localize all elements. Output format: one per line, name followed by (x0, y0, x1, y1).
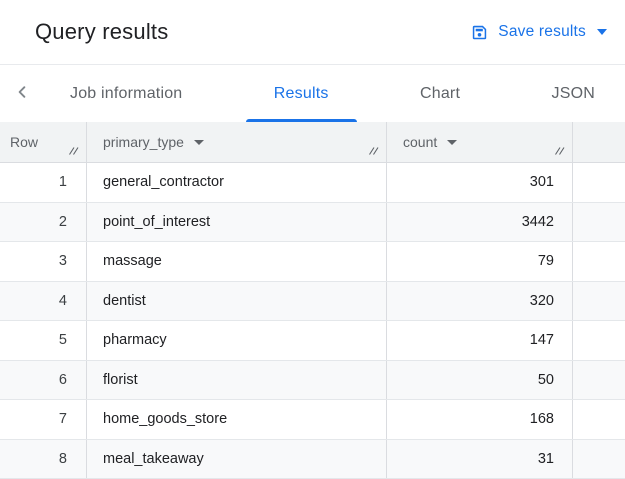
resize-grip-icon[interactable] (68, 143, 81, 159)
column-header-row: Row (0, 122, 87, 162)
row-number-cell: 2 (0, 202, 87, 241)
row-number-cell: 1 (0, 163, 87, 202)
tab-label: Job information (70, 84, 183, 102)
primary-type-cell: home_goods_store (87, 400, 387, 439)
row-number-cell: 7 (0, 400, 87, 439)
save-results-label: Save results (498, 23, 586, 40)
primary-type-cell: florist (87, 360, 387, 399)
count-cell: 50 (387, 360, 573, 399)
primary-type-cell: pharmacy (87, 321, 387, 360)
primary-type-cell: massage (87, 242, 387, 281)
filler-cell (573, 203, 625, 242)
save-icon (470, 23, 489, 42)
primary-type-cell: point_of_interest (87, 202, 387, 241)
tab[interactable]: JSON (524, 65, 623, 122)
save-results-button[interactable]: Save results (470, 23, 607, 42)
tab-label: JSON (551, 84, 595, 102)
primary-type-cell: general_contractor (87, 163, 387, 202)
row-number-cell: 8 (0, 439, 87, 478)
row-number-cell: 3 (0, 242, 87, 281)
filler-cell (573, 440, 625, 479)
row-number-cell: 6 (0, 360, 87, 399)
filler-cell (573, 282, 625, 321)
caret-down-icon (597, 29, 607, 35)
back-button[interactable] (2, 65, 42, 122)
filler-cell (573, 163, 625, 202)
results-table-header: Row primary_type count (0, 122, 625, 163)
row-number-cell: 4 (0, 281, 87, 320)
table-row[interactable]: 5 pharmacy 147 (0, 321, 625, 361)
count-cell: 3442 (387, 202, 573, 241)
caret-down-icon[interactable] (193, 139, 204, 145)
column-header-count: count (387, 122, 573, 162)
tabs: Job information Results Chart JSON (42, 65, 625, 122)
tab-label: Results (273, 84, 329, 102)
table-row[interactable]: 4 dentist 320 (0, 281, 625, 321)
filler-cell (573, 242, 625, 281)
column-label-count: count (403, 134, 438, 150)
table-row[interactable]: 1 general_contractor 301 (0, 163, 625, 203)
row-number-cell: 5 (0, 321, 87, 360)
results-table-body: 1 general_contractor 301 2 point_of_inte… (0, 163, 625, 479)
count-cell: 301 (387, 163, 573, 202)
column-header-primary-type: primary_type (87, 122, 387, 162)
filler-cell (573, 321, 625, 360)
tab[interactable]: Results (245, 65, 357, 122)
primary-type-cell: dentist (87, 281, 387, 320)
tab[interactable]: Job information (42, 65, 210, 122)
filler-cell (573, 400, 625, 439)
table-row[interactable]: 2 point_of_interest 3442 (0, 202, 625, 242)
table-row[interactable]: 3 massage 79 (0, 242, 625, 282)
table-row[interactable]: 6 florist 50 (0, 360, 625, 400)
title-bar: Query results Save results (0, 0, 625, 65)
count-cell: 168 (387, 400, 573, 439)
count-cell: 320 (387, 281, 573, 320)
count-cell: 79 (387, 242, 573, 281)
caret-down-icon[interactable] (447, 139, 458, 145)
column-header-filler (573, 122, 625, 162)
resize-grip-icon[interactable] (368, 143, 381, 159)
chevron-left-icon (11, 81, 33, 106)
tab-bar: Job information Results Chart JSON (0, 65, 625, 122)
count-cell: 147 (387, 321, 573, 360)
table-row[interactable]: 7 home_goods_store 168 (0, 400, 625, 440)
resize-grip-icon[interactable] (554, 143, 567, 159)
primary-type-cell: meal_takeaway (87, 439, 387, 478)
column-label-row: Row (10, 134, 39, 150)
tab-label: Chart (419, 84, 461, 102)
table-row[interactable]: 8 meal_takeaway 31 (0, 439, 625, 479)
count-cell: 31 (387, 439, 573, 478)
tab[interactable]: Chart (392, 65, 488, 122)
column-label-primary-type: primary_type (103, 134, 184, 150)
filler-cell (573, 361, 625, 400)
page-title: Query results (35, 19, 169, 44)
